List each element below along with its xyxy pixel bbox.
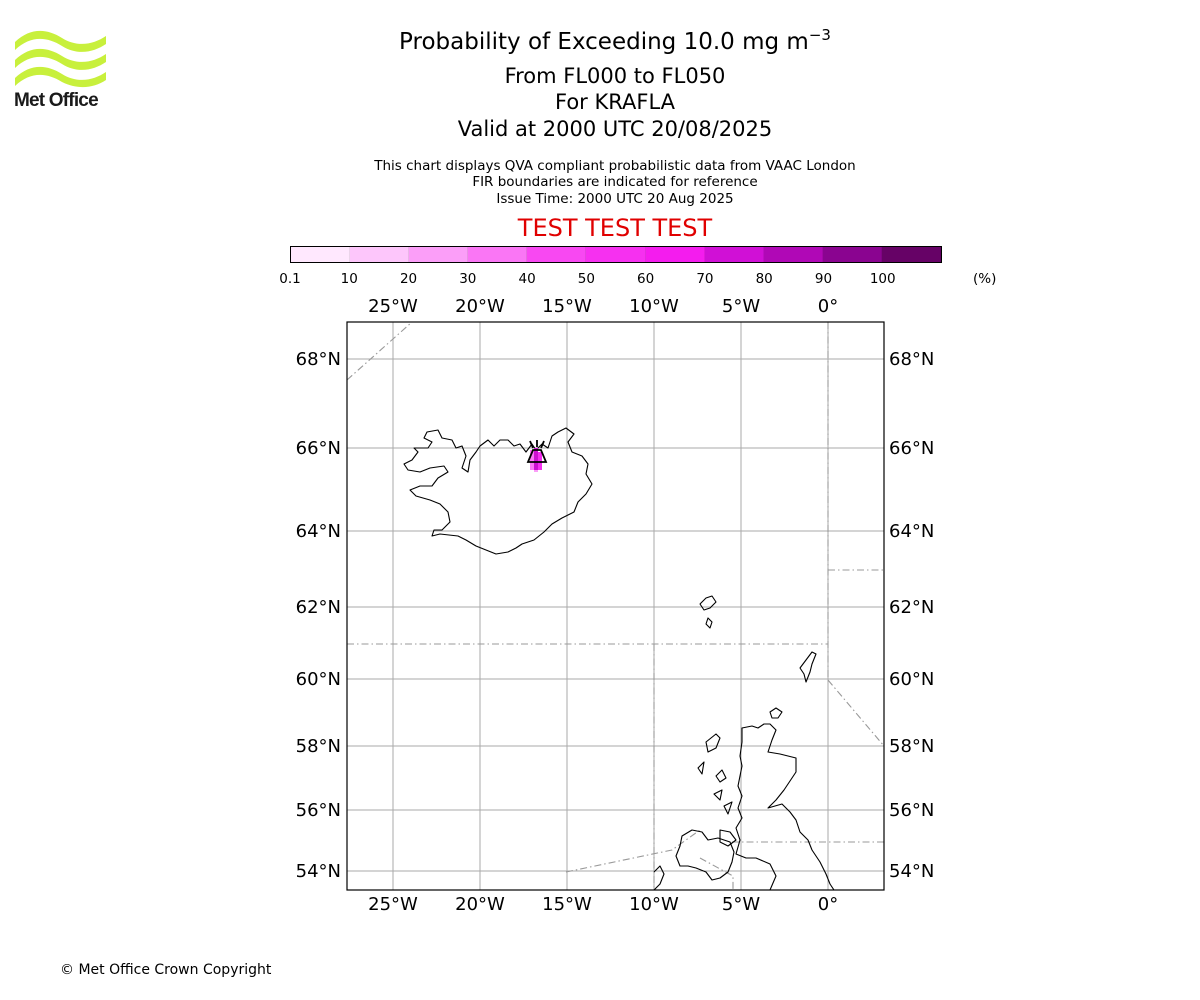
volcano-name: For KRAFLA: [555, 90, 675, 114]
fir-boundary-norway: [827, 679, 884, 747]
colorbar-segment-1: [350, 247, 410, 262]
lon-label-top: 0°: [818, 296, 838, 317]
lat-label-left: 66°N: [296, 438, 341, 459]
probability-cell-1: [530, 450, 534, 470]
coastlines: [403, 427, 835, 890]
axis-labels: 25°W 25°W 20°W 20°W 15°W 15°W 10°W 10°W 5°W 5°W 0°…: [296, 296, 935, 915]
fir-boundary-nw: [347, 322, 413, 381]
probability-cell-2: [534, 448, 538, 470]
fir-boundary-sw: [565, 829, 701, 873]
fir-boundaries: [347, 322, 884, 890]
lon-label-top: 20°W: [455, 296, 505, 317]
colorbar-segment-4: [527, 247, 587, 262]
colorbar-segment-0: [291, 247, 351, 262]
level-range: From FL000 to FL050: [504, 64, 726, 88]
lon-label-bottom: 5°W: [722, 894, 760, 915]
lon-label-top: 5°W: [722, 296, 760, 317]
info-line-2: FIR boundaries are indicated for referen…: [472, 174, 758, 190]
lat-label-left: 64°N: [296, 521, 341, 542]
faroe-islands-coast: [699, 595, 717, 629]
scotland-coast: [735, 723, 835, 890]
colorbar-tick-label: 30: [459, 271, 477, 287]
colorbar-tick-label: 0.1: [279, 271, 301, 287]
lat-label-right: 60°N: [889, 669, 934, 690]
lat-label-left: 62°N: [296, 597, 341, 618]
lon-label-bottom: 20°W: [455, 894, 505, 915]
hebrides-coast: [697, 733, 733, 815]
lon-label-top: 10°W: [629, 296, 679, 317]
lon-label-bottom: 15°W: [542, 894, 592, 915]
orkney-coast: [769, 707, 783, 719]
colorbar-tick-label: 100: [869, 271, 896, 287]
issue-time: Issue Time: 2000 UTC 20 Aug 2025: [496, 191, 734, 207]
probability-cell-4: [534, 470, 538, 472]
fir-boundary-irish: [699, 857, 734, 890]
lat-label-left: 68°N: [296, 349, 341, 370]
colorbar-tick-label: 60: [637, 271, 655, 287]
colorbar-tick-label: 80: [755, 271, 773, 287]
colorbar-segment-5: [586, 247, 646, 262]
lat-label-left: 60°N: [296, 669, 341, 690]
graticule: [347, 322, 884, 890]
colorbar-segment-3: [468, 247, 528, 262]
lat-label-right: 62°N: [889, 597, 934, 618]
lon-label-top: 25°W: [368, 296, 418, 317]
colorbar-tick-label: 40: [518, 271, 536, 287]
probability-area: [530, 448, 542, 472]
colorbar-unit: (%): [973, 271, 997, 287]
lon-label-top: 15°W: [542, 296, 592, 317]
probability-cell-3: [538, 452, 542, 470]
copyright: © Met Office Crown Copyright: [60, 962, 272, 978]
map-frame: [346, 321, 885, 891]
colorbar-segment-7: [704, 247, 764, 262]
lat-label-left: 56°N: [296, 800, 341, 821]
colorbar-tick-label: 50: [577, 271, 595, 287]
met-office-logo-text: Met Office: [14, 90, 99, 111]
lat-label-right: 54°N: [889, 861, 934, 882]
lat-label-right: 56°N: [889, 800, 934, 821]
lat-label-right: 58°N: [889, 736, 934, 757]
met-office-waves-icon: [15, 30, 106, 88]
test-banner: TEST TEST TEST: [517, 214, 713, 242]
colorbar-segment-8: [763, 247, 823, 262]
colorbar-segment-10: [881, 247, 942, 262]
ireland-west-coast: [653, 865, 665, 890]
met-office-logo: Met Office: [14, 30, 109, 112]
info-line-1: This chart displays QVA compliant probab…: [374, 158, 856, 174]
map-features: [347, 322, 884, 890]
lon-label-bottom: 25°W: [368, 894, 418, 915]
lon-label-bottom: 10°W: [629, 894, 679, 915]
volcano-icon: [526, 440, 548, 463]
chart-title: Probability of Exceeding 10.0 mg m−3: [0, 26, 1200, 55]
lat-label-left: 54°N: [296, 861, 341, 882]
valid-time: Valid at 2000 UTC 20/08/2025: [457, 117, 773, 141]
colorbar-tick-label: 70: [696, 271, 714, 287]
iceland-coast: [403, 427, 593, 555]
colorbar-segment-2: [409, 247, 469, 262]
colorbar-tick-label: 10: [340, 271, 358, 287]
lon-label-bottom: 0°: [818, 894, 838, 915]
lat-label-left: 58°N: [296, 736, 341, 757]
ireland-coast: [675, 829, 735, 881]
colorbar-segment-9: [822, 247, 882, 262]
lat-label-right: 68°N: [889, 349, 934, 370]
colorbar-tick-label: 20: [399, 271, 418, 287]
probability-colorbar: [290, 246, 942, 263]
chart-title-exponent: −3: [808, 26, 831, 44]
colorbar-segment-6: [645, 247, 705, 262]
lat-label-right: 64°N: [889, 521, 934, 542]
shetland-coast: [799, 651, 817, 683]
northern-ireland-coast: [719, 829, 737, 847]
chart-title-text: Probability of Exceeding 10.0 mg m: [399, 29, 809, 55]
lat-label-right: 66°N: [889, 438, 934, 459]
colorbar-tick-label: 90: [814, 271, 833, 287]
